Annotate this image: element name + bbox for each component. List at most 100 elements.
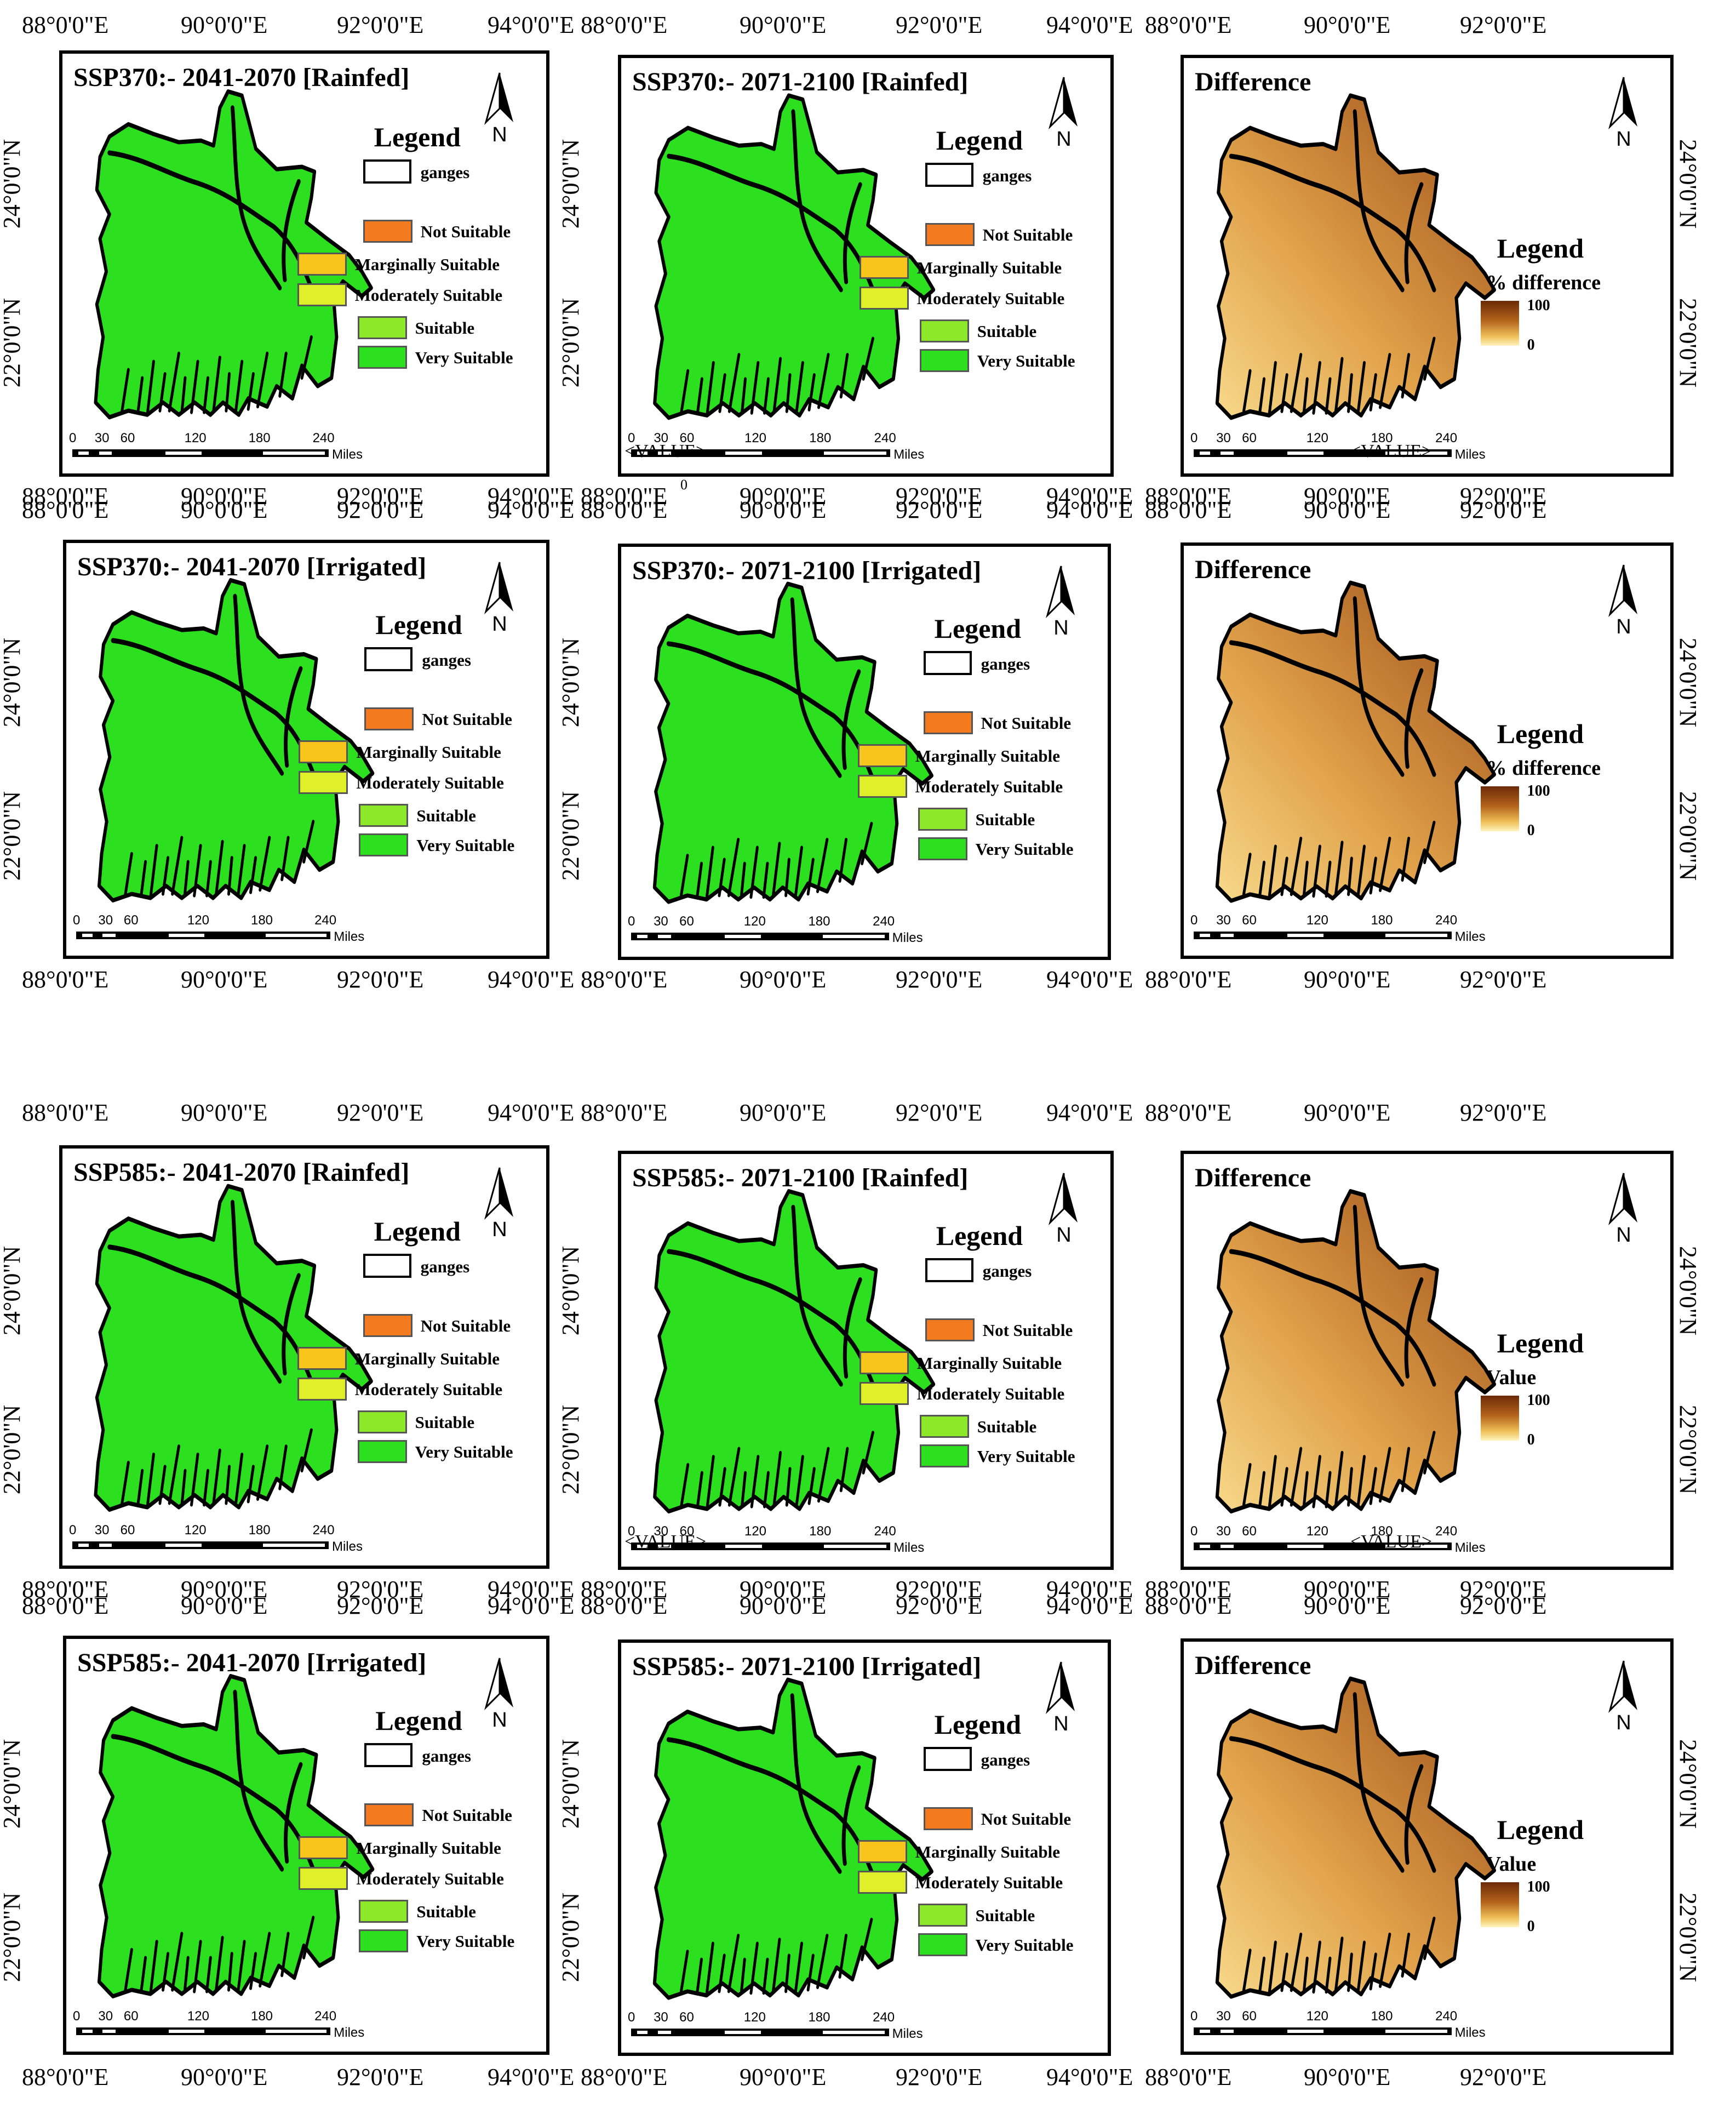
legend-swatch xyxy=(363,1313,412,1337)
latitude-label: 22°0'0"N xyxy=(557,298,585,388)
latitude-label: 24°0'0"N xyxy=(0,1739,26,1829)
longitude-label: 88°0'0"E xyxy=(581,1099,668,1126)
latitude-label: 22°0'0"N xyxy=(1675,298,1702,388)
river-channel xyxy=(1353,109,1405,293)
river-channel xyxy=(679,1950,815,1996)
longitude-label: 92°0'0"E xyxy=(337,2064,424,2090)
longitude-label: 88°0'0"E xyxy=(581,12,668,38)
legend-swatch xyxy=(857,1870,907,1894)
river-channel xyxy=(284,1762,303,1864)
longitude-label: 92°0'0"E xyxy=(337,12,424,38)
legend-class-label: Not Suitable xyxy=(982,1321,1073,1340)
scale-tick-label: 240 xyxy=(873,2010,895,2025)
scale-bar-segment xyxy=(725,1545,762,1548)
scale-tick-label: 60 xyxy=(679,1524,695,1539)
legend-swatch-outline xyxy=(363,1253,411,1278)
longitude-label: 90°0'0"E xyxy=(181,1576,268,1603)
map-panel: Difference N 0 30 60 120 180 240 Miles Legend Valu… xyxy=(1181,1151,1674,1570)
longitude-label: 90°0'0"E xyxy=(181,496,268,523)
legend-label-outline: ganges xyxy=(420,1256,470,1276)
gradient-bar xyxy=(1480,301,1519,346)
scale-tick-label: 60 xyxy=(123,913,139,928)
north-label: N xyxy=(492,123,507,146)
scale-bar-track xyxy=(1194,2027,1452,2035)
legend-swatch xyxy=(919,349,969,373)
longitude-label: 90°0'0"E xyxy=(740,483,827,510)
stray-value-label: <VALUE> xyxy=(1350,1532,1433,1552)
scale-bar-segment xyxy=(823,2031,885,2034)
map-panel: SSP585:- 2041-2070 [Rainfed] N 0 30 60 120 180… xyxy=(59,1145,549,1569)
river-channel xyxy=(1404,668,1424,769)
longitude-label: 94°0'0"E xyxy=(488,483,575,510)
legend-swatch xyxy=(923,1807,973,1830)
legend-class-label: Suitable xyxy=(977,322,1037,341)
legend-label-outline: ganges xyxy=(982,1261,1032,1281)
river-channel xyxy=(282,1273,301,1376)
river-channel xyxy=(149,820,315,900)
map-canvas xyxy=(97,578,375,903)
legend-class-label: Very Suitable xyxy=(975,839,1074,859)
scale-tick-label: 30 xyxy=(654,2010,668,2025)
river-channel xyxy=(843,182,862,284)
scale-tick-label: 0 xyxy=(73,913,81,928)
longitude-label: 88°0'0"E xyxy=(22,2064,109,2090)
river-channel xyxy=(666,641,874,778)
legend-swatch xyxy=(299,771,348,795)
panel-title: SSP585:- 2041-2070 [Irrigated] xyxy=(77,1648,427,1677)
scale-tick-label: 180 xyxy=(248,431,271,445)
legend-swatch xyxy=(857,744,907,767)
scale-tick-label: 180 xyxy=(248,1523,271,1538)
scale-unit-label: Miles xyxy=(334,929,365,944)
longitude-label: 88°0'0"E xyxy=(1145,1576,1232,1603)
scale-tick-label: 120 xyxy=(743,2010,766,2025)
scale-unit-label: Miles xyxy=(1454,2025,1486,2040)
latitude-label: 24°0'0"N xyxy=(0,139,26,229)
latitude-label: 24°0'0"N xyxy=(1675,1739,1702,1829)
scale-tick-label: 120 xyxy=(744,431,767,445)
north-arrow-icon xyxy=(1608,1173,1637,1226)
scale-bar-segment xyxy=(1287,1545,1324,1548)
scale-tick-label: 0 xyxy=(628,431,635,445)
map-canvas xyxy=(1215,580,1496,903)
longitude-label: 94°0'0"E xyxy=(488,2064,575,2090)
longitude-label: 92°0'0"E xyxy=(1460,966,1547,993)
legend-swatch xyxy=(359,833,409,857)
longitude-label: 92°0'0"E xyxy=(1460,496,1547,523)
river-channel xyxy=(791,1204,843,1387)
north-label: N xyxy=(492,1218,507,1241)
scale-bar: 0 30 60 120 180 240 Miles xyxy=(69,1523,363,1554)
legend-label-outline: ganges xyxy=(982,166,1032,186)
longitude-label: 90°0'0"E xyxy=(181,483,268,510)
scale-tick-label: 60 xyxy=(679,2010,694,2025)
scale-bar: 0 30 60 120 180 240 Miles xyxy=(69,431,363,462)
panel-title: SSP585:- 2041-2070 [Rainfed] xyxy=(73,1158,410,1187)
gradient-min-label: 0 xyxy=(1527,1431,1535,1449)
legend-swatch xyxy=(299,740,348,764)
river-channel xyxy=(149,1916,315,1996)
river-channel xyxy=(1229,1736,1436,1873)
gradient-title: % difference xyxy=(1486,757,1601,780)
legend: Legend ganges Not Suitable Marginally Suita… xyxy=(859,124,1105,456)
legend-swatch xyxy=(857,1839,907,1863)
longitude-label: 90°0'0"E xyxy=(181,966,268,993)
legend-swatch xyxy=(859,1382,909,1406)
legend-class-label: Marginally Suitable xyxy=(915,1842,1061,1861)
legend-swatch xyxy=(297,252,347,276)
gradient-max-label: 100 xyxy=(1527,782,1550,800)
scale-tick-label: 120 xyxy=(184,431,207,445)
scale-bar-segment xyxy=(263,452,325,455)
gradient-max-label: 100 xyxy=(1527,1878,1550,1896)
scale-tick-label: 30 xyxy=(1216,913,1231,928)
legend-class-label: Suitable xyxy=(416,806,476,826)
legend-swatch xyxy=(925,1318,975,1342)
panel-title: SSP585:- 2071-2100 [Irrigated] xyxy=(632,1652,982,1681)
longitude-label: 94°0'0"E xyxy=(1046,2064,1133,2090)
scale-bar-segment xyxy=(1287,2030,1324,2033)
longitude-label: 92°0'0"E xyxy=(896,496,983,523)
scale-bar-segment xyxy=(1221,934,1234,937)
latitude-label: 22°0'0"N xyxy=(557,1404,585,1495)
scale-bar-track xyxy=(1194,449,1452,457)
latitude-label: 22°0'0"N xyxy=(1675,791,1702,881)
river-channel xyxy=(1242,369,1377,416)
scale-tick-label: 0 xyxy=(1190,1524,1198,1539)
